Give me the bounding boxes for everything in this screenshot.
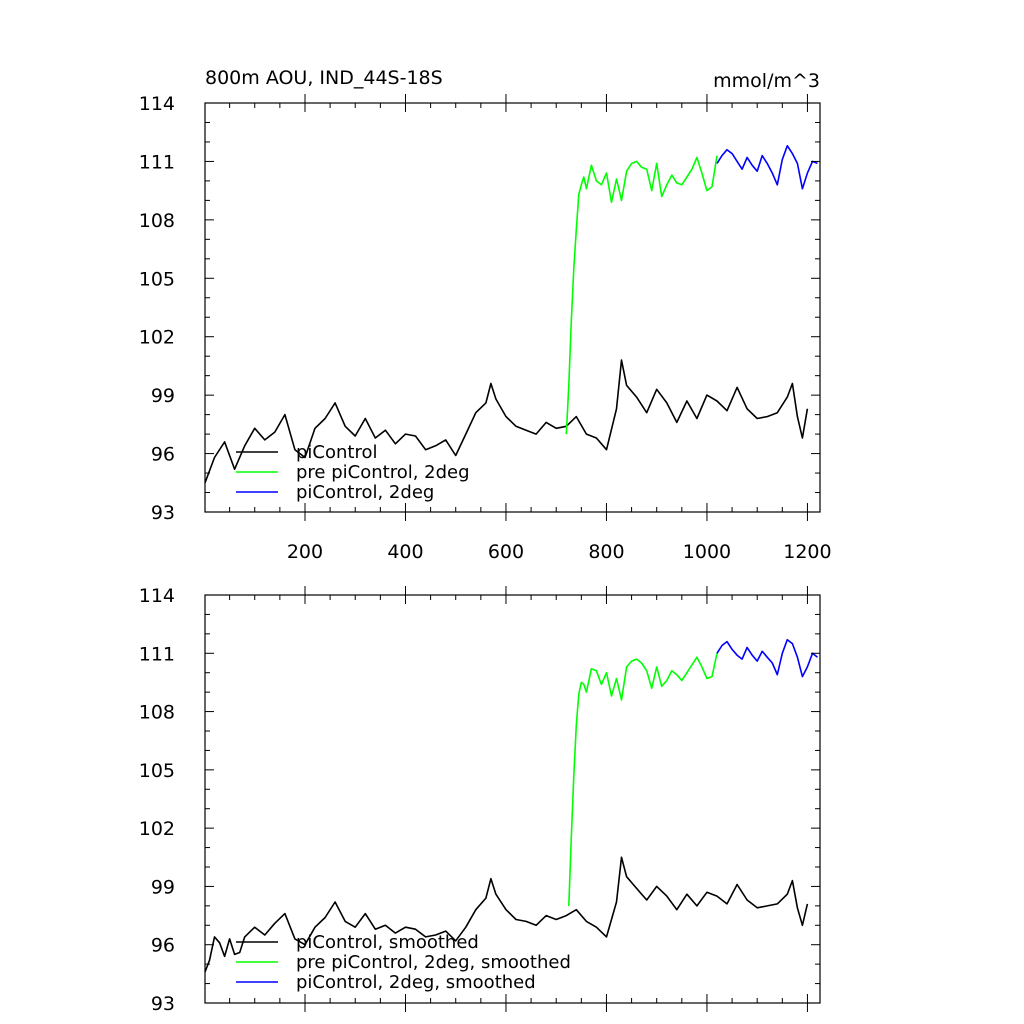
x-tick-label: 200 <box>287 541 323 563</box>
panel-title: 800m AOU, IND_44S-18S <box>205 67 443 89</box>
series-line-0 <box>204 359 809 484</box>
series-line-0 <box>204 856 809 973</box>
legend-entry-2: piControl, 2deg <box>296 482 434 503</box>
series-line-1 <box>568 653 718 906</box>
series-line-1 <box>565 155 718 435</box>
x-tick-label: 1000 <box>683 541 731 563</box>
y-tick-label: 93 <box>151 502 175 524</box>
x-tick-label: 1200 <box>783 541 831 563</box>
y-tick-label: 99 <box>151 385 175 407</box>
legend-entry-0: piControl <box>296 442 378 463</box>
y-tick-label: 102 <box>139 327 175 349</box>
legend-entry-0: piControl, smoothed <box>296 932 479 953</box>
legend-entry-2: piControl, 2deg, smoothed <box>296 972 536 993</box>
series-line-2 <box>716 638 818 678</box>
legend-entry-1: pre piControl, 2deg, smoothed <box>296 952 571 973</box>
y-tick-label: 111 <box>139 643 175 665</box>
y-tick-label: 108 <box>139 210 175 232</box>
y-tick-label: 114 <box>139 93 175 115</box>
y-tick-label: 102 <box>139 818 175 840</box>
plot-frame <box>204 102 821 513</box>
y-tick-label: 105 <box>139 268 175 290</box>
y-tick-label: 108 <box>139 702 175 724</box>
plot-frame <box>204 594 821 1004</box>
y-tick-label: 96 <box>151 444 175 466</box>
x-tick-label: 400 <box>387 541 423 563</box>
y-tick-label: 93 <box>151 993 175 1015</box>
units-label: mmol/m^3 <box>713 70 820 92</box>
y-tick-label: 114 <box>139 585 175 607</box>
y-tick-label: 99 <box>151 876 175 898</box>
x-tick-label: 600 <box>488 541 524 563</box>
y-tick-label: 96 <box>151 935 175 957</box>
series-line-2 <box>716 145 818 190</box>
legend-entry-1: pre piControl, 2deg <box>296 462 470 483</box>
y-tick-label: 105 <box>139 760 175 782</box>
panel-top: 800m AOU, IND_44S-18S mmol/m^3 93 96 99 102… <box>139 67 832 563</box>
x-tick-label: 800 <box>588 541 624 563</box>
panel-bottom: 93 96 99 102 105 108 111 114 piControl, smoothed… <box>139 585 821 1015</box>
y-tick-label: 111 <box>139 151 175 173</box>
